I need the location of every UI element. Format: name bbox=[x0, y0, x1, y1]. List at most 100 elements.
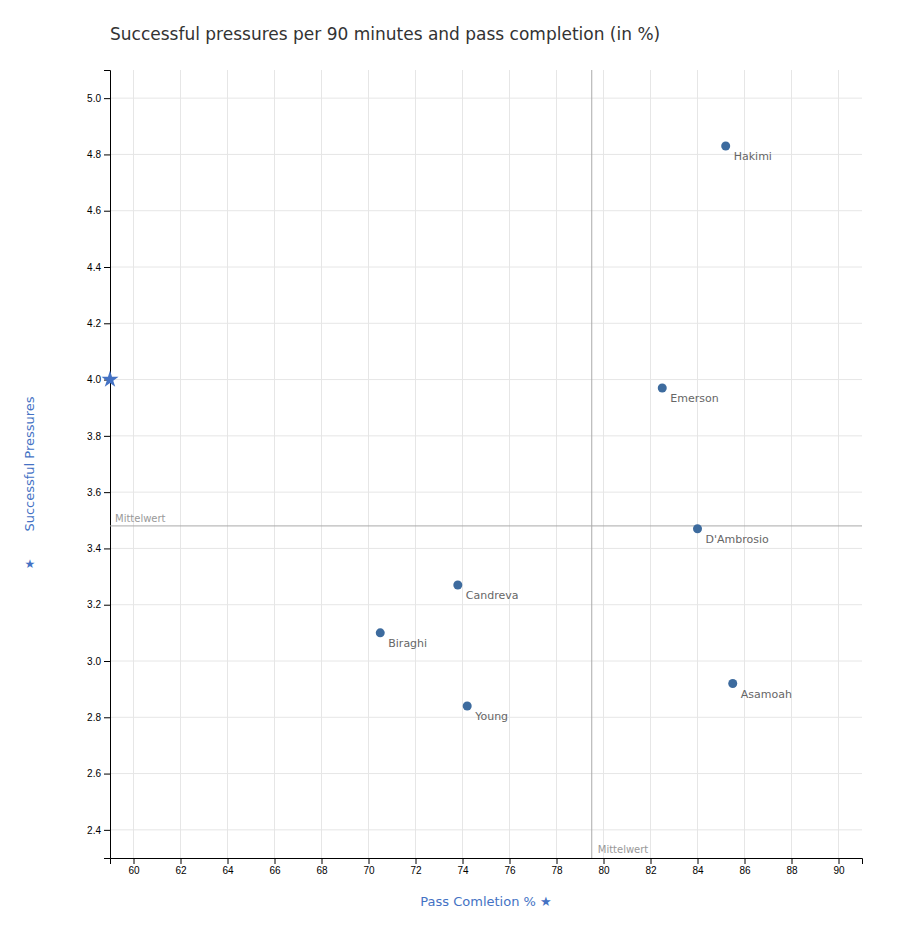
tick-label: 4.6 bbox=[87, 205, 101, 216]
tick-mark bbox=[104, 492, 110, 493]
grid-line bbox=[368, 70, 369, 858]
tick-label: 2.8 bbox=[87, 712, 101, 723]
tick-label: 64 bbox=[222, 865, 234, 876]
point-label: Hakimi bbox=[734, 150, 772, 163]
tick: 3.4 bbox=[87, 543, 110, 554]
grid-line bbox=[110, 661, 862, 662]
tick-mark bbox=[510, 858, 511, 864]
tick: 5.0 bbox=[87, 93, 110, 104]
tick-mark bbox=[104, 661, 110, 662]
tick-mark bbox=[104, 154, 110, 155]
tick-label: 72 bbox=[410, 865, 422, 876]
tick: 3.6 bbox=[87, 487, 110, 498]
point bbox=[658, 384, 667, 393]
y-axis-title: Successful Pressures bbox=[22, 396, 37, 531]
tick-mark bbox=[839, 858, 840, 864]
tick: 2.6 bbox=[87, 768, 110, 779]
grid-line bbox=[110, 210, 862, 211]
grid-line bbox=[321, 70, 322, 858]
grid bbox=[110, 70, 862, 858]
tick: 70 bbox=[363, 858, 375, 876]
tick-label: 62 bbox=[175, 865, 187, 876]
tick-label: 60 bbox=[128, 865, 140, 876]
point bbox=[376, 628, 385, 637]
tick: 86 bbox=[739, 858, 751, 876]
tick-mark bbox=[104, 436, 110, 437]
grid-line bbox=[133, 70, 134, 858]
tick-mark bbox=[104, 323, 110, 324]
grid-line bbox=[180, 70, 181, 858]
tick: 68 bbox=[316, 858, 328, 876]
tick-label: 5.0 bbox=[87, 93, 101, 104]
grid-line bbox=[110, 604, 862, 605]
tick: 4.2 bbox=[87, 318, 110, 329]
point-label: Young bbox=[474, 710, 508, 723]
point bbox=[453, 581, 462, 590]
tick-label: 2.6 bbox=[87, 768, 101, 779]
y-axis-symbol: ★ bbox=[25, 557, 36, 571]
tick-label: 84 bbox=[692, 865, 704, 876]
tick-mark bbox=[104, 267, 110, 268]
grid-line bbox=[791, 70, 792, 858]
grid-line bbox=[556, 70, 557, 858]
tick-label: 4.0 bbox=[87, 374, 101, 385]
point-label: Biraghi bbox=[388, 637, 427, 650]
tick-label: 88 bbox=[786, 865, 798, 876]
tick-mark bbox=[104, 717, 110, 718]
point-label: D'Ambrosio bbox=[706, 533, 770, 546]
grid-line bbox=[110, 379, 862, 380]
x-axis: 60626466687072747678808284868890 bbox=[111, 858, 863, 876]
tick: 90 bbox=[833, 858, 845, 876]
grid-line bbox=[110, 773, 862, 774]
grid-line bbox=[110, 829, 862, 830]
tick-mark bbox=[698, 858, 699, 864]
mean-label: Mittelwert bbox=[598, 844, 649, 855]
tick-label: 66 bbox=[269, 865, 281, 876]
mean-line bbox=[110, 525, 862, 526]
tick: 78 bbox=[551, 858, 563, 876]
grid-line bbox=[110, 98, 862, 99]
tick-mark bbox=[104, 605, 110, 606]
grid-line bbox=[110, 267, 862, 268]
point bbox=[693, 524, 702, 533]
tick-label: 2.4 bbox=[87, 825, 101, 836]
tick-label: 82 bbox=[645, 865, 657, 876]
tick: 66 bbox=[269, 858, 281, 876]
point-label: Emerson bbox=[670, 392, 718, 405]
tick-mark bbox=[104, 548, 110, 549]
mean-line bbox=[591, 70, 592, 858]
tick: 2.4 bbox=[87, 825, 110, 836]
tick-label: 4.4 bbox=[87, 262, 101, 273]
tick-label: 86 bbox=[739, 865, 751, 876]
tick-mark bbox=[104, 774, 110, 775]
tick: 2.8 bbox=[87, 712, 110, 723]
tick: 4.6 bbox=[87, 205, 110, 216]
point bbox=[721, 141, 730, 150]
tick: 62 bbox=[175, 858, 187, 876]
point-label: Asamoah bbox=[741, 688, 792, 701]
grid-line bbox=[603, 70, 604, 858]
grid-line bbox=[697, 70, 698, 858]
tick-mark bbox=[104, 98, 110, 99]
title: Successful pressures per 90 minutes and … bbox=[110, 24, 660, 44]
chart: 606264666870727476788082848688902.42.62.… bbox=[0, 0, 902, 928]
tick-label: 3.6 bbox=[87, 487, 101, 498]
tick-mark bbox=[463, 858, 464, 864]
tick-label: 68 bbox=[316, 865, 328, 876]
tick: 82 bbox=[645, 858, 657, 876]
tick-mark bbox=[557, 858, 558, 864]
tick-label: 80 bbox=[598, 865, 610, 876]
tick: 74 bbox=[457, 858, 469, 876]
plot: 606264666870727476788082848688902.42.62.… bbox=[87, 70, 862, 876]
tick: 64 bbox=[222, 858, 234, 876]
tick-mark bbox=[322, 858, 323, 864]
tick-mark bbox=[134, 858, 135, 864]
tick: 4.4 bbox=[87, 262, 110, 273]
grid-line bbox=[415, 70, 416, 858]
tick-label: 90 bbox=[833, 865, 845, 876]
tick-label: 74 bbox=[457, 865, 469, 876]
point-label: Candreva bbox=[466, 589, 519, 602]
y-axis: 2.42.62.83.03.23.43.63.84.04.24.44.64.85… bbox=[87, 71, 110, 859]
axis-line bbox=[111, 859, 863, 865]
grid-line bbox=[462, 70, 463, 858]
